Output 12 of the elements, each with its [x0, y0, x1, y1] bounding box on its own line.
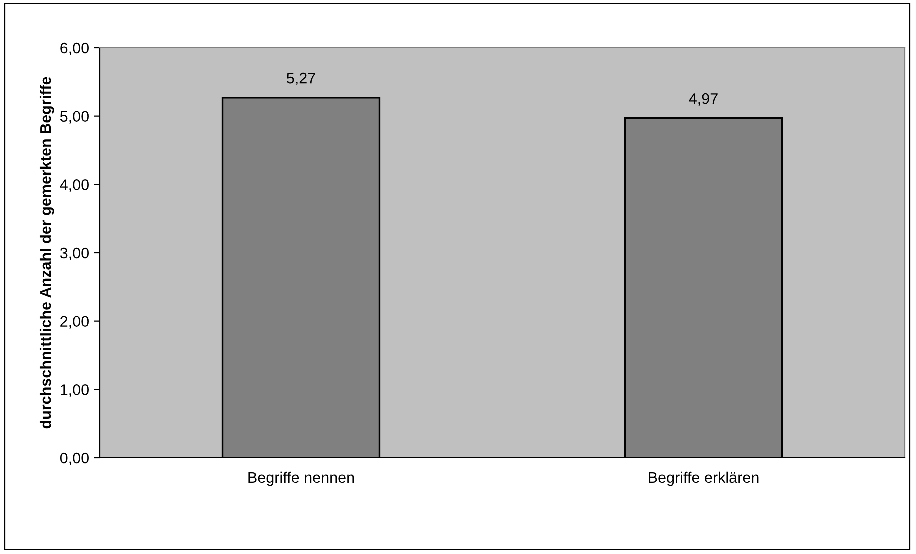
- y-tick-label: 6,00: [60, 42, 89, 56]
- y-axis-title: durchschnittliche Anzahl der gemerkten Begriffe: [40, 77, 54, 429]
- y-tick-label: 5,00: [60, 111, 89, 124]
- y-tick-label: 4,00: [60, 180, 89, 192]
- y-tick-label: 3,00: [60, 248, 89, 260]
- y-tick-label: 0,00: [60, 452, 89, 466]
- y-tick-label: 2,00: [60, 316, 89, 329]
- x-tick-label: Begriffe erklären: [649, 472, 759, 486]
- data-label: 5,27: [286, 72, 316, 86]
- data-label: 4,97: [689, 93, 718, 106]
- x-tick-label: Begriffe nennen: [248, 472, 354, 486]
- y-tick-label: 1,00: [61, 384, 89, 398]
